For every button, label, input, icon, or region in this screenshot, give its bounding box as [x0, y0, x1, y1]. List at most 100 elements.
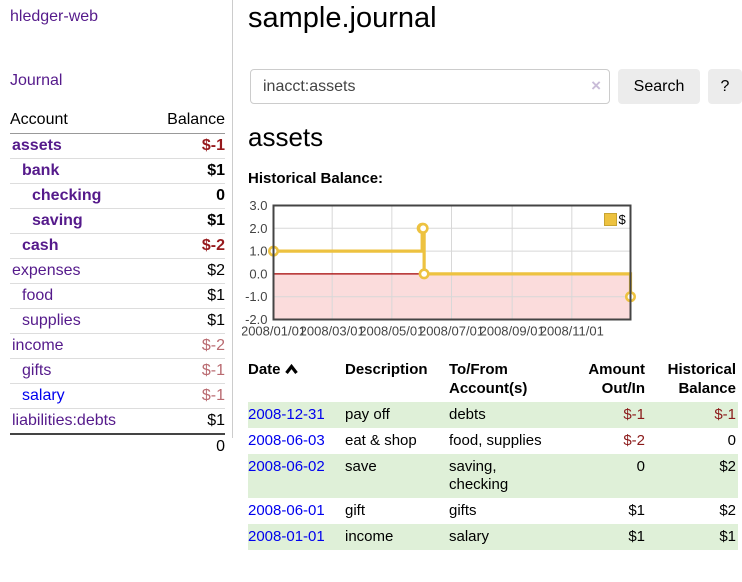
transaction-row: 2008-06-01 gift gifts $1 $2: [248, 498, 738, 524]
register-header-label: Amount: [588, 361, 645, 378]
account-link-checking[interactable]: checking: [32, 187, 102, 204]
main-content: sample.journal × Search ? assets Histori…: [241, 0, 742, 582]
y-axis-tick-label: 3.0: [249, 198, 267, 213]
transaction-accounts-cell: gifts: [449, 502, 477, 519]
register-header-tofrom: To/From Account(s): [449, 358, 567, 402]
accounts-table: Account Balance assets $-1 bank $1 checking 0…: [10, 108, 225, 459]
account-balance: $1: [149, 408, 225, 435]
accounts-total-value: 0: [149, 433, 225, 459]
transaction-row: 2008-06-03 eat & shop food, supplies $-2 0: [248, 428, 738, 454]
transaction-date-cell: 2008-06-01: [248, 498, 345, 524]
x-axis-tick-label: 2008/05/01: [359, 324, 424, 339]
account-balance: $1: [149, 158, 225, 184]
search-form: × Search ?: [248, 69, 742, 105]
account-link-cash[interactable]: cash: [22, 237, 59, 254]
account-link-income[interactable]: income: [12, 337, 64, 354]
account-balance: $1: [149, 308, 225, 334]
transaction-balance-cell: $-1: [714, 406, 736, 423]
transaction-balance-cell: $2: [719, 458, 736, 475]
sidebar-item-journal[interactable]: Journal: [10, 72, 63, 89]
account-balance: $-1: [149, 358, 225, 384]
clear-icon[interactable]: ×: [591, 76, 601, 95]
search-input[interactable]: [250, 69, 610, 104]
brand-link[interactable]: hledger-web: [10, 8, 99, 25]
transaction-description-cell: gift: [345, 502, 366, 519]
y-axis-tick-label: -2.0: [245, 312, 267, 327]
x-axis-tick-label: 2008/09/01: [480, 324, 545, 339]
register-header-date[interactable]: Date: [248, 358, 345, 402]
transaction-date-link[interactable]: 2008-06-02: [248, 458, 325, 475]
transaction-date-cell: 2008-06-03: [248, 428, 345, 454]
account-link-liabilities-debts[interactable]: liabilities:debts: [12, 412, 117, 429]
account-link-expenses[interactable]: expenses: [12, 262, 81, 279]
account-row: saving $1: [10, 208, 225, 234]
transaction-amount-cell: $-2: [623, 432, 645, 449]
sort-asc-icon: [284, 364, 298, 374]
transaction-row: 2008-06-02 save saving, checking 0 $2: [248, 454, 738, 498]
transaction-date-cell: 2008-01-01: [248, 524, 345, 550]
account-row: cash $-2: [10, 233, 225, 259]
accounts-header-balance: Balance: [149, 108, 225, 134]
chart-svg: $3.0 2.0 1.0 0.0 -1.0 -2.02008/01/012008/03/0…: [241, 198, 636, 339]
account-balance: 0: [149, 183, 225, 209]
account-row: bank $1: [10, 158, 225, 184]
x-axis-tick-label: 2008/03/01: [300, 324, 365, 339]
transaction-date-link[interactable]: 2008-06-01: [248, 502, 325, 519]
y-axis-tick-label: -1.0: [245, 289, 267, 304]
transaction-amount-cell: $-1: [623, 406, 645, 423]
account-row: assets $-1: [10, 133, 225, 159]
account-link-assets[interactable]: assets: [12, 137, 62, 154]
account-row: income $-2: [10, 333, 225, 359]
sidebar-divider: [232, 0, 233, 438]
account-link-food[interactable]: food: [22, 287, 54, 304]
register-header-description: Description: [345, 358, 449, 402]
transaction-amount-cell: $1: [628, 528, 645, 545]
account-link-saving[interactable]: saving: [32, 212, 83, 229]
transaction-balance-cell: $1: [719, 528, 736, 545]
account-row: supplies $1: [10, 308, 225, 334]
transaction-date-cell: 2008-12-31: [248, 402, 345, 428]
transaction-row: 2008-12-31 pay off debts $-1 $-1: [248, 402, 738, 428]
historical-balance-chart: $3.0 2.0 1.0 0.0 -1.0 -2.0 2008/01/01 2008/03/0…: [241, 197, 742, 342]
register-header-historical: Historical Balance: [647, 358, 738, 402]
x-axis-tick-label: 2008/07/01: [419, 324, 484, 339]
chart-label: Historical Balance:: [248, 170, 384, 187]
transaction-row: 2008-01-01 income salary $1 $1: [248, 524, 738, 550]
account-row: checking 0: [10, 183, 225, 209]
register-header-label: Date: [248, 361, 281, 378]
account-balance: $-2: [149, 333, 225, 359]
account-row: salary $-1: [10, 383, 225, 409]
account-balance: $-2: [149, 233, 225, 259]
account-link-supplies[interactable]: supplies: [22, 312, 81, 329]
account-link-gifts[interactable]: gifts: [22, 362, 52, 379]
search-button[interactable]: Search: [618, 69, 700, 104]
help-button[interactable]: ?: [708, 69, 742, 104]
page-title: sample.journal: [248, 2, 437, 34]
account-balance: $2: [149, 258, 225, 284]
transaction-accounts-cell: debts: [449, 406, 486, 423]
transaction-date-link[interactable]: 2008-01-01: [248, 528, 325, 545]
account-row: food $1: [10, 283, 225, 309]
register-header-amount: Amount Out/In: [567, 358, 647, 402]
x-axis-tick-label: 2008/01/01: [242, 324, 306, 339]
account-link-salary[interactable]: salary: [22, 387, 65, 404]
x-axis-tick-label: 2008/11/01: [540, 324, 604, 339]
y-axis-tick-label: 0.0: [249, 266, 267, 281]
data-point-marker: [418, 268, 430, 280]
register-header-label2: Account(s): [449, 380, 528, 397]
register-header-label2: Out/In: [601, 380, 645, 397]
transaction-date-link[interactable]: 2008-06-03: [248, 432, 325, 449]
accounts-header-account: Account: [10, 108, 150, 134]
transaction-description-cell: save: [345, 458, 377, 475]
account-balance: $-1: [149, 383, 225, 409]
transaction-date-link[interactable]: 2008-12-31: [248, 406, 325, 423]
transaction-accounts-cell: salary: [449, 528, 490, 545]
account-link-bank[interactable]: bank: [22, 162, 60, 179]
data-point-marker: [417, 222, 429, 234]
transaction-amount-cell: $1: [628, 502, 645, 519]
register-header-label: Description: [345, 361, 428, 378]
account-balance: $1: [149, 208, 225, 234]
transaction-balance-cell: $2: [719, 502, 736, 519]
transaction-accounts-cell: saving, checking: [449, 458, 509, 493]
